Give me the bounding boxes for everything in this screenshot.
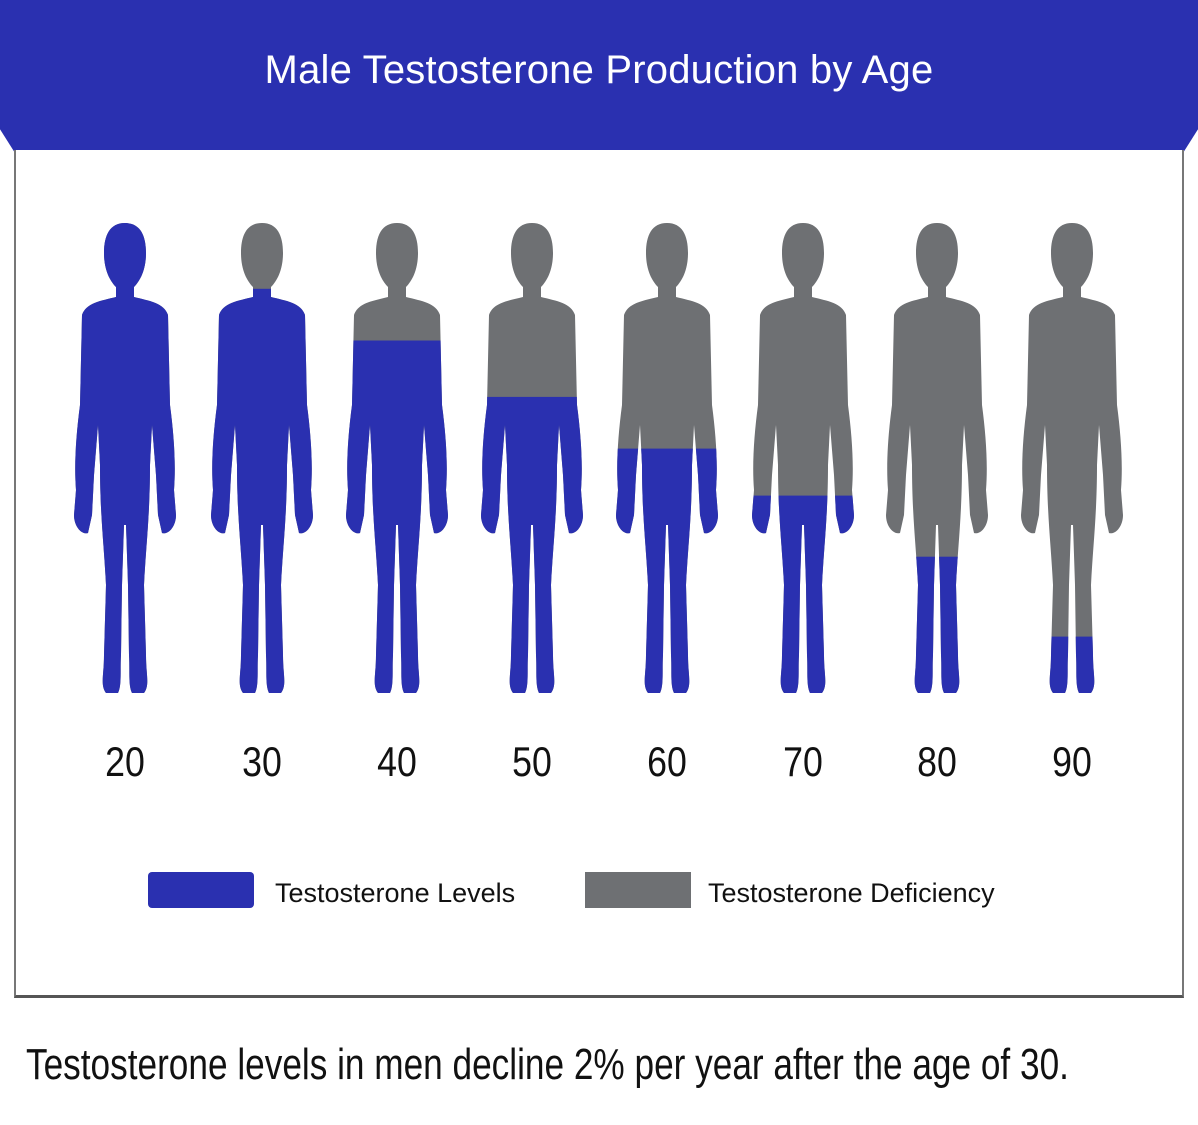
age-label-80: 80	[917, 738, 957, 785]
legend: Testosterone Levels Testosterone Deficie…	[0, 868, 1198, 918]
age-label-70: 70	[783, 738, 823, 785]
legend-label-deficiency: Testosterone Deficiency	[708, 878, 995, 908]
age-label-90: 90	[1052, 738, 1092, 785]
caption: Testosterone levels in men decline 2% pe…	[26, 1040, 1069, 1089]
figure-age-60	[602, 215, 732, 700]
age-label-20: 20	[105, 738, 145, 785]
age-label-50: 50	[512, 738, 552, 785]
chart-title: Male Testosterone Production by Age	[264, 48, 934, 92]
figure-age-80	[872, 215, 1002, 700]
age-label-60: 60	[647, 738, 687, 785]
figure-age-20	[60, 215, 190, 700]
chart-panel	[14, 150, 1184, 998]
figure-age-50	[467, 215, 597, 700]
legend-swatch-deficiency	[585, 872, 691, 908]
legend-swatch-levels	[148, 872, 254, 908]
figure-row	[60, 215, 1140, 700]
title-banner	[0, 0, 1198, 152]
age-label-40: 40	[377, 738, 417, 785]
figure-age-40	[332, 215, 462, 700]
legend-label-levels: Testosterone Levels	[275, 878, 516, 908]
figure-age-90	[1007, 215, 1137, 700]
age-label-30: 30	[242, 738, 282, 785]
figure-age-70	[738, 215, 868, 700]
figure-age-30	[197, 215, 327, 700]
